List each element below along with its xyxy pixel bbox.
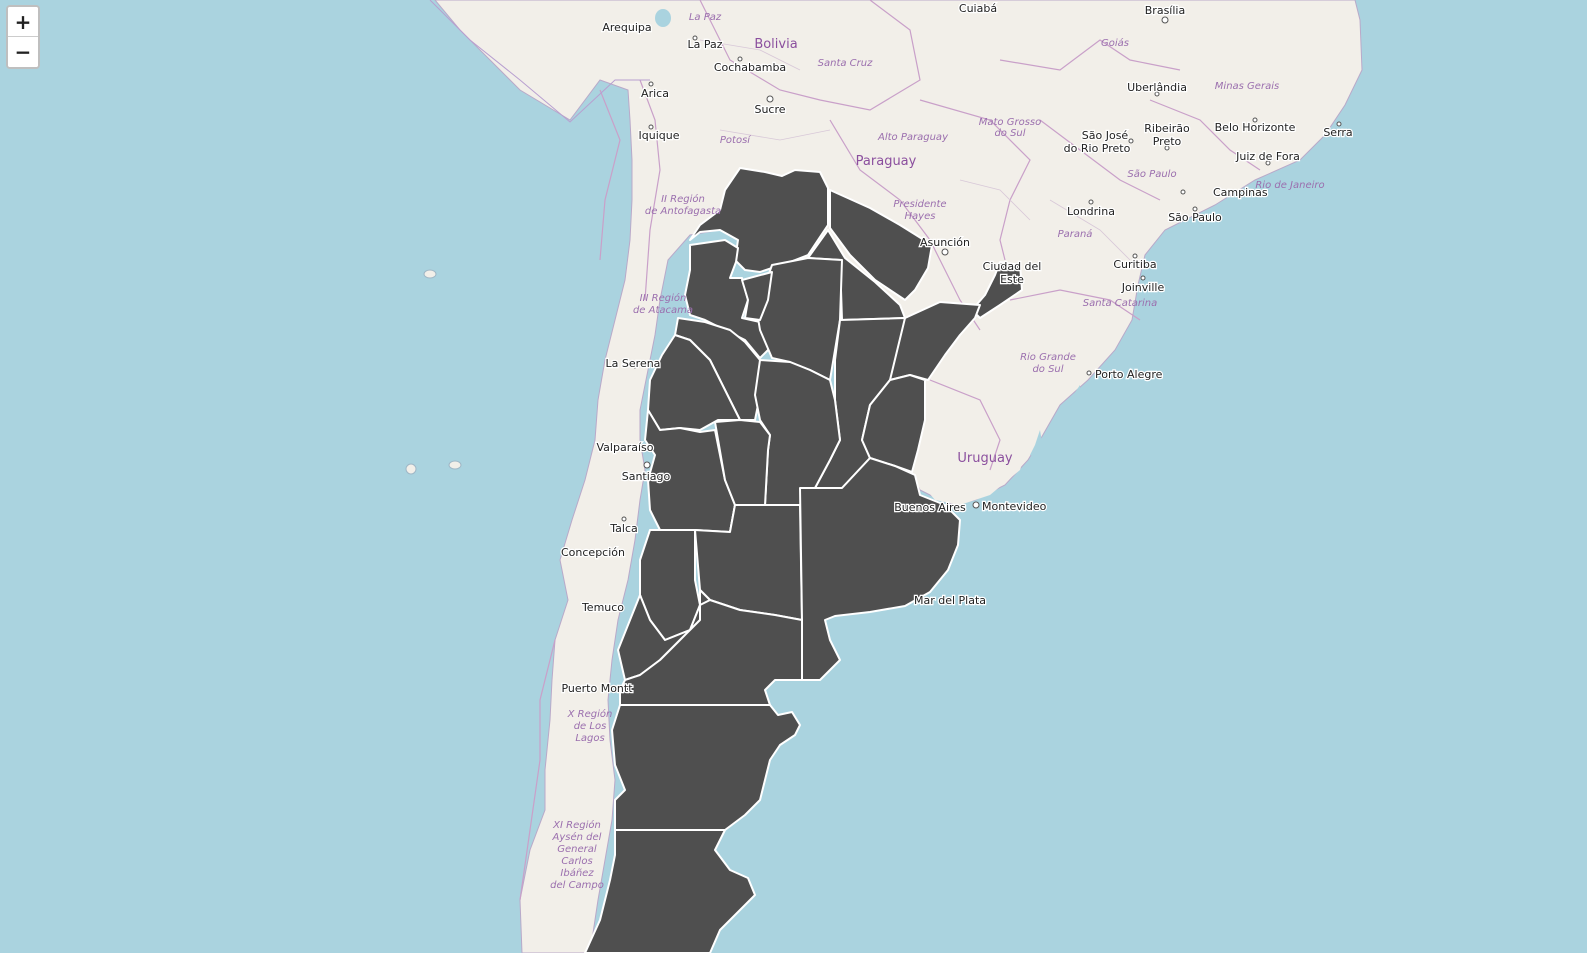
state-label: Rio Grande — [1020, 352, 1076, 363]
city-label: Cochabamba — [714, 61, 786, 74]
city-label: Arequipa — [602, 21, 651, 34]
state-label: Carlos — [561, 856, 592, 867]
city-label: Santiago — [622, 470, 671, 483]
province-buenos-aires — [799, 457, 961, 681]
lake-titicaca — [655, 9, 671, 27]
state-label: Paraná — [1058, 228, 1093, 240]
land-south-america — [434, 0, 1363, 953]
admin-borders — [519, 0, 1261, 901]
zoom-out-button[interactable]: − — [8, 37, 38, 67]
state-label: de Atacama — [633, 305, 693, 316]
city-dots — [597, 16, 1342, 611]
city-label: Curitiba — [1113, 258, 1156, 271]
city-label: Londrina — [1067, 205, 1115, 218]
city-label: Juiz de Fora — [1235, 150, 1300, 163]
city-label: São Paulo — [1168, 211, 1222, 224]
city-label: Campinas — [1213, 186, 1268, 199]
city-label: Belo Horizonte — [1215, 121, 1296, 134]
argentina-provinces — [584, 167, 1023, 953]
province-santa-cruz — [584, 829, 756, 953]
state-label: Presidente — [893, 199, 946, 210]
state-label: Aysén del — [552, 831, 602, 843]
state-label: Mato Grosso — [979, 117, 1042, 128]
state-label: III Región — [640, 292, 687, 304]
maritime-boundary — [429, 0, 650, 123]
city-label: Valparaíso — [597, 441, 654, 454]
zoom-control: + − — [6, 5, 40, 69]
city-label: Ribeirão — [1144, 122, 1190, 135]
state-label: Rio de Janeiro — [1255, 180, 1324, 191]
province-jujuy — [689, 167, 829, 273]
state-label: do Sul — [1032, 364, 1063, 375]
state-label: de Los — [574, 721, 607, 732]
province-tucuman — [741, 271, 773, 321]
state-label: do Sul — [994, 128, 1025, 139]
state-label: Santa Cruz — [818, 58, 873, 69]
province-la-rioja — [647, 334, 741, 431]
country-label-bolivia: Bolivia — [754, 37, 797, 52]
state-label: II Región — [661, 193, 705, 205]
admin-borders-faint — [699, 39, 1131, 261]
city-label: Porto Alegre — [1095, 368, 1163, 381]
city-label: Uberlândia — [1127, 81, 1187, 94]
island — [423, 269, 437, 279]
city-label: Cuiabá — [959, 2, 997, 15]
state-label: Potosí — [720, 134, 751, 146]
state-label: Ibáñez — [560, 867, 594, 879]
city-label: Temuco — [581, 601, 624, 614]
city-label: Este — [1000, 273, 1024, 286]
state-label: Minas Gerais — [1215, 81, 1279, 92]
land-uruguay — [910, 380, 1030, 505]
state-label: La Paz — [689, 12, 722, 23]
state-label: Alto Paraguay — [877, 132, 949, 143]
state-label: Goiás — [1101, 37, 1129, 49]
province-chubut — [611, 704, 801, 831]
state-label: X Región — [567, 708, 613, 720]
city-label: Montevideo — [982, 500, 1047, 513]
state-label: General — [557, 844, 597, 855]
city-label: Concepción — [561, 546, 625, 559]
city-label: La Serena — [606, 357, 661, 370]
state-label: São Paulo — [1127, 169, 1176, 180]
city-label: do Rio Preto — [1064, 142, 1131, 155]
city-label: Arica — [641, 87, 669, 100]
island — [405, 463, 417, 475]
city-label: Preto — [1153, 135, 1182, 148]
city-label: Asunción — [920, 236, 970, 249]
island — [448, 460, 462, 470]
city-label: Sucre — [754, 103, 785, 116]
city-labels: Arequipa La Paz Cochabamba Sucre Arica I… — [560, 1, 1354, 697]
state-label: del Campo — [550, 880, 604, 891]
zoom-in-button[interactable]: + — [8, 7, 38, 37]
state-label: de Antofagasta — [645, 206, 721, 217]
country-label-paraguay: Paraguay — [856, 154, 917, 169]
city-label: Joinville — [1121, 281, 1165, 294]
city-label: Ciudad del — [983, 260, 1042, 273]
state-labels: La Paz Santa Cruz Potosí Goiás Minas Ger… — [550, 12, 1325, 891]
state-label: Hayes — [905, 211, 936, 222]
state-label: XI Región — [552, 819, 601, 831]
province-entre-rios — [861, 374, 926, 473]
city-label: Iquique — [639, 129, 680, 142]
state-label: Lagos — [575, 733, 604, 744]
city-label: São José — [1082, 129, 1129, 142]
city-label: Mar del Plata — [914, 594, 986, 607]
lagoa-mirim — [1030, 430, 1042, 456]
country-label-uruguay: Uruguay — [957, 451, 1013, 466]
city-label: La Paz — [687, 38, 722, 51]
city-label: Buenos Aires — [894, 501, 966, 514]
city-label: Talca — [609, 522, 637, 535]
lagoa-dos-patos — [1050, 385, 1080, 428]
city-label: Brasília — [1145, 4, 1185, 17]
state-label: Santa Catarina — [1083, 298, 1158, 309]
province-formosa — [829, 189, 933, 301]
city-label: Serra — [1323, 126, 1352, 139]
city-label: Puerto Montt — [561, 682, 633, 695]
province-misiones — [971, 261, 1023, 319]
